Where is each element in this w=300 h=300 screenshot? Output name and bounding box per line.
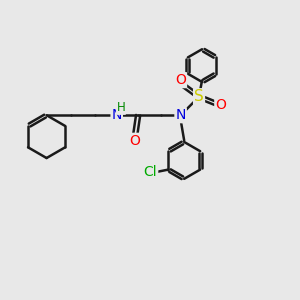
Text: O: O (130, 134, 141, 148)
Text: N: N (176, 108, 186, 122)
Text: O: O (175, 73, 186, 87)
Text: S: S (194, 89, 204, 104)
Text: O: O (215, 98, 226, 112)
Text: N: N (112, 108, 122, 122)
Text: Cl: Cl (144, 165, 157, 179)
Text: H: H (116, 101, 125, 114)
